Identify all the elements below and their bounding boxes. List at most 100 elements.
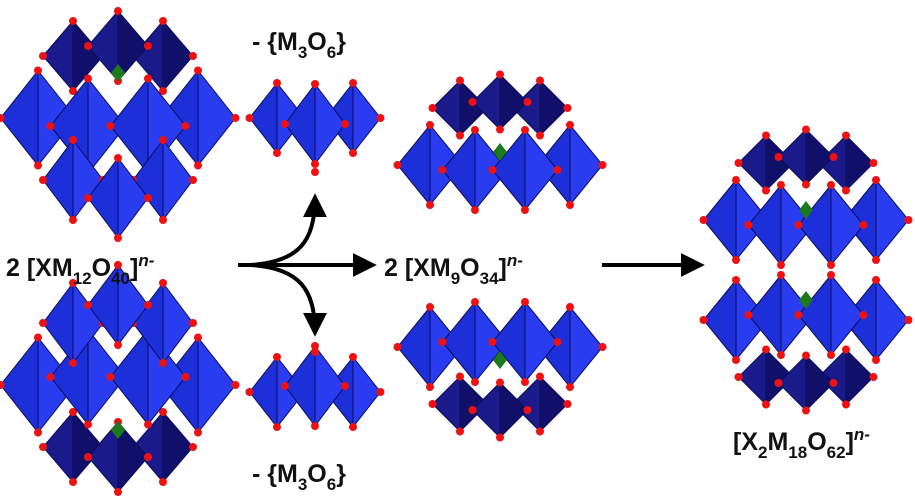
formula-part: 9: [451, 269, 460, 288]
oxygen-atom: [349, 149, 357, 157]
oxygen-atom: [311, 160, 319, 168]
octahedron-face: [799, 275, 832, 355]
oxygen-atom: [84, 194, 92, 202]
oxygen-atom: [273, 149, 281, 157]
oxygen-atom: [471, 126, 479, 134]
oxygen-atom: [456, 373, 464, 381]
octahedron-face: [846, 350, 874, 405]
oxygen-atom: [144, 301, 152, 309]
oxygen-atom: [194, 67, 202, 75]
oxygen-atom: [830, 379, 838, 387]
oxygen-atom: [232, 381, 240, 389]
reactant-label: 2 [XM12O40]n-: [6, 251, 155, 288]
octahedron-face: [540, 377, 568, 432]
oxygen-atom: [114, 261, 122, 269]
oxygen-atom: [860, 221, 868, 229]
formula-part: n-: [138, 251, 154, 270]
octahedron-face: [443, 130, 476, 210]
oxygen-atom: [84, 42, 92, 50]
removed-label: - {M3O6}: [252, 28, 346, 62]
oxygen-atom: [732, 176, 740, 184]
oxygen-atom: [554, 166, 562, 174]
octahedron-face: [198, 71, 236, 166]
oxygen-atom: [496, 379, 504, 387]
formula-part: O: [307, 28, 326, 56]
oxygen-atom: [745, 221, 753, 229]
oxygen-atom: [521, 378, 529, 386]
octahedron-face: [433, 81, 461, 136]
oxygen-atom: [273, 353, 281, 361]
oxygen-atom: [471, 378, 479, 386]
oxygen-atom: [566, 201, 574, 209]
oxygen-atom: [189, 443, 197, 451]
oxygen-atom: [426, 303, 434, 311]
oxygen-atom: [777, 181, 785, 189]
oxygen-atom: [311, 80, 319, 88]
oxygen-atom: [599, 343, 607, 351]
octahedron-face: [163, 412, 193, 482]
oxygen-atom: [232, 114, 240, 122]
formula-part: M: [767, 428, 788, 456]
oxygen-atom: [182, 122, 190, 130]
octahedron-face: [704, 180, 737, 260]
oxygen-atom: [566, 121, 574, 129]
oxygen-atom: [762, 401, 770, 409]
octahedron-face: [779, 130, 807, 185]
oxygen-atom: [311, 422, 319, 430]
oxygen-atom: [39, 176, 47, 184]
diagram: 2 [XM12O40]n- - {M3O6} - {M3O6} 2 [XM9O3…: [0, 0, 915, 504]
oxygen-atom: [762, 346, 770, 354]
octahedron-face: [198, 338, 236, 433]
oxygen-atom: [762, 132, 770, 140]
oxygen-atom: [426, 121, 434, 129]
octahedron-face: [739, 350, 767, 405]
oxygen-atom: [34, 334, 42, 342]
octahedron-face: [525, 130, 558, 210]
octahedron-face: [570, 125, 603, 205]
oxygen-atom: [564, 104, 572, 112]
oxygen-atom: [827, 181, 835, 189]
formula-part: O: [92, 254, 111, 282]
oxygen-atom: [524, 406, 532, 414]
octahedron-face: [353, 83, 381, 153]
oxygen-atom: [246, 388, 254, 396]
oxygen-atom: [496, 71, 504, 79]
oxygen-atom: [69, 136, 77, 144]
oxygen-atom: [870, 159, 878, 167]
product-label: [X2M18O62]n-: [733, 425, 870, 462]
oxygen-atom: [34, 67, 42, 75]
oxygen-atom: [521, 126, 529, 134]
octahedron-face: [43, 412, 73, 482]
octahedron-face: [493, 130, 526, 210]
formula-part: n-: [507, 251, 523, 270]
oxygen-atom: [377, 114, 385, 122]
octahedron-face: [799, 185, 832, 265]
formula-part: 3: [298, 475, 307, 494]
oxygen-atom: [144, 75, 152, 83]
octahedron-face: [806, 130, 834, 185]
oxygen-atom: [795, 311, 803, 319]
oxygen-atom: [777, 351, 785, 359]
octahedron-face: [806, 356, 834, 411]
oxygen-atom: [429, 104, 437, 112]
formula-part: 2 [XM: [6, 254, 73, 282]
formula-part: ]: [846, 428, 854, 456]
oxygen-atom: [842, 187, 850, 195]
octahedron-face: [525, 302, 558, 382]
oxygen-atom: [194, 334, 202, 342]
oxygen-atom: [469, 98, 477, 106]
oxygen-atom: [905, 216, 913, 224]
octahedron-face: [443, 302, 476, 382]
formula-part: 2 [XM: [384, 254, 451, 282]
oxygen-atom: [194, 429, 202, 437]
oxygen-atom: [189, 319, 197, 327]
oxygen-atom: [775, 153, 783, 161]
formula-part: 18: [788, 443, 807, 462]
octahedron-face: [779, 356, 807, 411]
oxygen-atom: [777, 261, 785, 269]
octahedron-face: [493, 302, 526, 382]
oxygen-atom: [194, 162, 202, 170]
oxygen-atom: [144, 42, 152, 50]
oxygen-atom: [872, 276, 880, 284]
oxygen-atom: [732, 276, 740, 284]
